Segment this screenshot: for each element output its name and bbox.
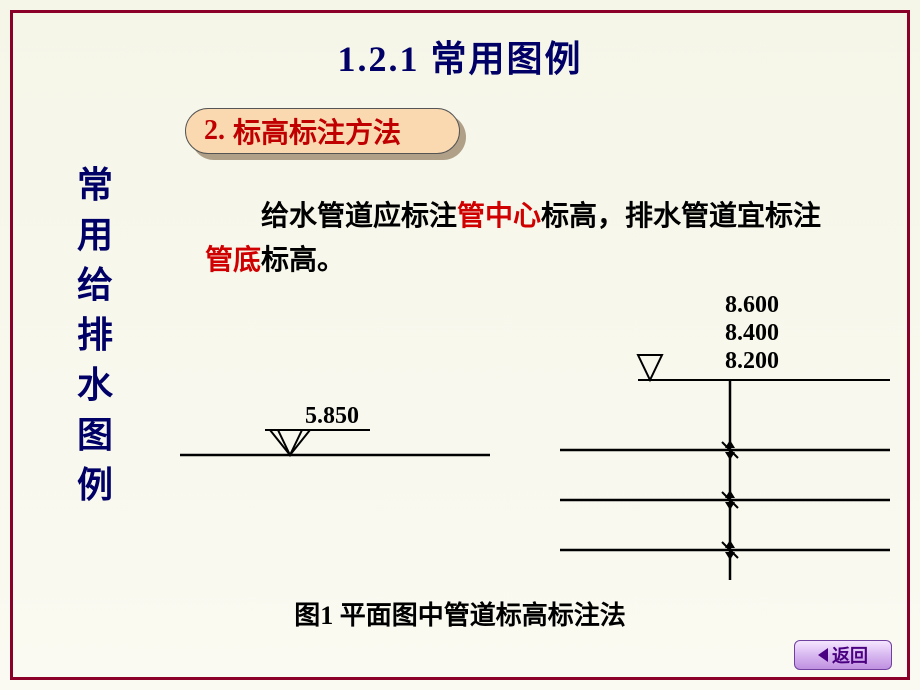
- back-button-label: 返回: [832, 642, 868, 668]
- right-elevation-value-3: 8.200: [725, 348, 779, 374]
- text-red-2: 管底: [205, 245, 261, 276]
- elevation-diagram: 5.850 8.600 8.400 8.200: [170, 290, 890, 590]
- body-paragraph: 给水管道应标注管中心标高，排水管道宜标注管底标高。: [205, 195, 825, 283]
- frame-border-top: [10, 10, 910, 13]
- left-elevation-value: 5.850: [305, 403, 359, 429]
- diagram-svg: 5.850 8.600 8.400 8.200: [170, 290, 890, 590]
- vertical-side-title: 常用给排水图例: [75, 160, 115, 510]
- text-seg-2: 标高，排水管道宜标注: [541, 201, 821, 232]
- figure-caption: 图1 平面图中管道标高标注法: [0, 595, 920, 632]
- right-triangle-marker: [638, 355, 662, 380]
- text-seg-1: 给水管道应标注: [261, 201, 457, 232]
- page-title: 1.2.1 常用图例: [0, 30, 920, 82]
- subtitle-container: 2. 标高标注方法: [185, 108, 460, 154]
- frame-border-bottom: [10, 677, 910, 680]
- subtitle-pill: 2. 标高标注方法: [185, 108, 460, 154]
- triangle-left-icon: [818, 648, 828, 662]
- left-triangle-icon: [270, 430, 310, 455]
- frame-border-left: [10, 10, 13, 680]
- frame-border-right: [907, 10, 910, 680]
- subtitle-text: 标高标注方法: [233, 111, 401, 151]
- left-triangle-marker: [278, 430, 302, 455]
- text-red-1: 管中心: [457, 201, 541, 232]
- right-elevation-value-1: 8.600: [725, 292, 779, 318]
- text-seg-3: 标高。: [261, 245, 345, 276]
- subtitle-number: 2.: [204, 115, 225, 147]
- right-elevation-value-2: 8.400: [725, 320, 779, 346]
- back-button[interactable]: 返回: [794, 640, 892, 670]
